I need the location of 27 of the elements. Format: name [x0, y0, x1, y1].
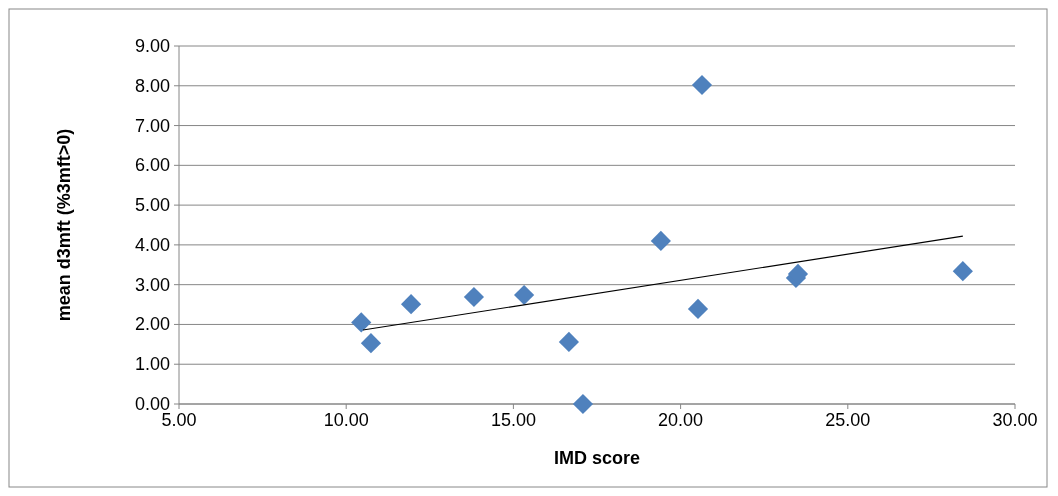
x-axis-title: IMD score [553, 448, 641, 468]
x-tick-label: 10.00 [323, 410, 369, 430]
y-tick-label: 7.00 [134, 115, 170, 136]
point [691, 74, 713, 96]
y-tick-label: 8.00 [134, 75, 170, 96]
y-axis-title: mean d3mft (%3mft>0) [54, 128, 74, 322]
point [572, 393, 594, 415]
point [463, 286, 485, 308]
x-tick-label: 20.00 [658, 410, 704, 430]
y-tick-label: 3.00 [134, 274, 170, 295]
y-tick-label: 5.00 [134, 195, 170, 216]
x-tick-label: 25.00 [825, 410, 871, 430]
point [687, 298, 709, 320]
point [952, 261, 973, 282]
x-tick-label: 30.00 [992, 410, 1038, 430]
y-tick-label: 9.00 [134, 36, 170, 56]
point [514, 284, 535, 306]
y-tick-label: 2.00 [134, 314, 170, 335]
point [400, 294, 422, 315]
y-tick-label: 4.00 [134, 234, 170, 255]
point [650, 230, 671, 252]
y-tick-label: 6.00 [134, 155, 170, 176]
x-tick-label: 15.00 [490, 410, 536, 430]
point [351, 312, 372, 333]
point [360, 333, 382, 354]
point [558, 331, 580, 353]
y-tick-label: 1.00 [134, 354, 170, 375]
